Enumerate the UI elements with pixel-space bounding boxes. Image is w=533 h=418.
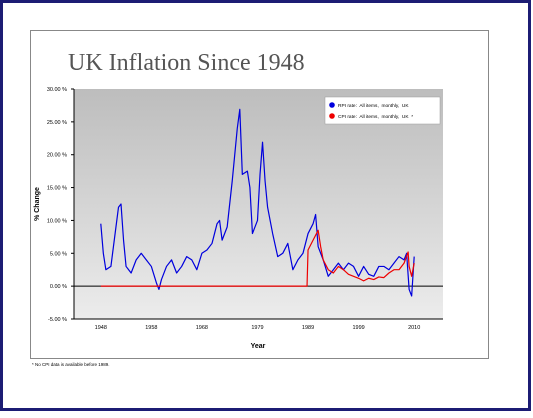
y-tick-label: 15.00 % [47,186,67,192]
x-tick-label: 1989 [302,325,314,331]
plot: -5.00 % 0.00 % 5.00 % 10.00 % 15.00 % 20.00 %… [47,87,443,331]
y-tick-label: 20.00 % [47,153,67,159]
series-line [100,108,415,297]
x-tick-label: 1979 [251,325,263,331]
legend-label: RPI rate: All items, monthly, UK [338,103,409,109]
y-tick-label: 5.00 % [50,251,67,257]
y-tick-label: -5.00 % [48,317,67,323]
x-tick-label: 1968 [196,325,208,331]
legend-marker [329,102,335,108]
x-tick-label: 1958 [145,325,157,331]
y-tick-label: 25.00 % [47,120,67,126]
y-tick-label: 0.00 % [50,284,67,290]
x-axis-label: Year [251,343,266,350]
x-tick-label: 1999 [352,325,364,331]
series-line [100,229,415,287]
slide-frame [0,0,531,411]
y-tick-label: 10.00 % [47,218,67,224]
legend-box [324,96,441,125]
x-tick-label: 1948 [95,325,107,331]
legend-marker [329,113,335,119]
legend-label: CPI rate: All items, monthly, UK * [338,114,413,120]
y-axis-label: % Change [34,187,41,221]
x-tick-label: 2010 [408,325,420,331]
chart-title: UK Inflation Since 1948 [68,50,305,76]
footnote: * No CPI data is available before 1989. [32,362,110,367]
y-tick-label: 30.00 % [47,87,67,93]
